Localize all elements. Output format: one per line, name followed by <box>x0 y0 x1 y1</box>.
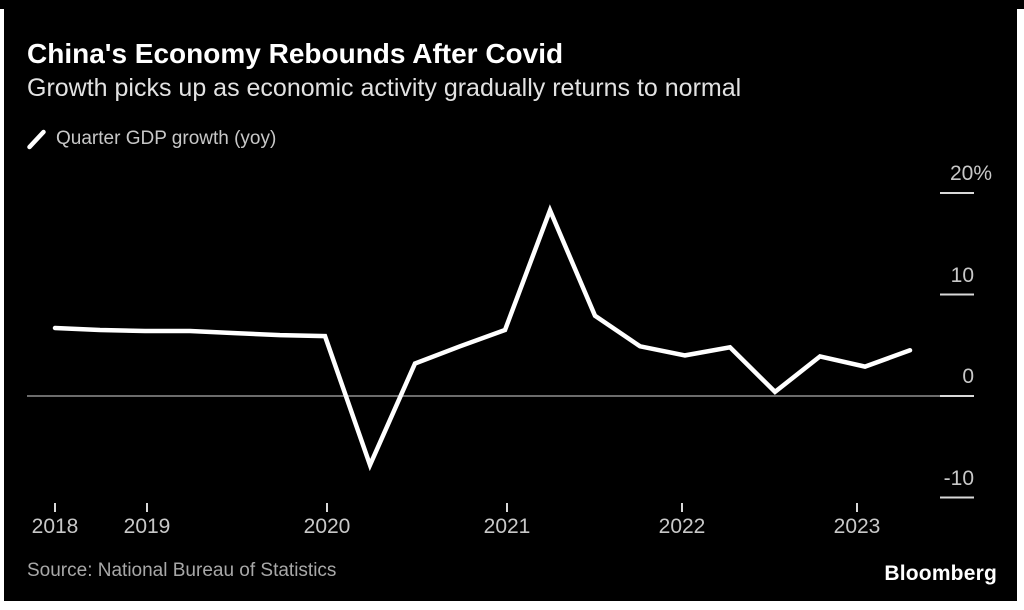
y-axis-label: 0 <box>962 365 974 388</box>
diagonal-line-icon <box>27 129 46 149</box>
chart-title: China's Economy Rebounds After Covid <box>27 38 564 69</box>
x-axis-label: 2020 <box>303 515 351 538</box>
y-axis-label: 20% <box>949 162 992 185</box>
x-axis-label: 2021 <box>483 515 531 538</box>
x-axis-label: 2019 <box>123 515 171 538</box>
source-note: Source: National Bureau of Statistics <box>27 560 337 581</box>
y-axis-label: 10 <box>950 263 974 287</box>
x-axis-label: 2023 <box>833 515 881 538</box>
x-axis-label: 2018 <box>31 515 79 538</box>
chart-subtitle: Growth picks up as economic activity gra… <box>27 74 742 102</box>
legend: Quarter GDP growth (yoy) <box>27 128 276 150</box>
y-axis-label: -10 <box>943 466 974 490</box>
bloomberg-logo: Bloomberg <box>884 562 997 585</box>
x-axis-label: 2022 <box>658 515 706 538</box>
top-bar <box>0 0 1024 9</box>
legend-label: Quarter GDP growth (yoy) <box>56 128 277 149</box>
